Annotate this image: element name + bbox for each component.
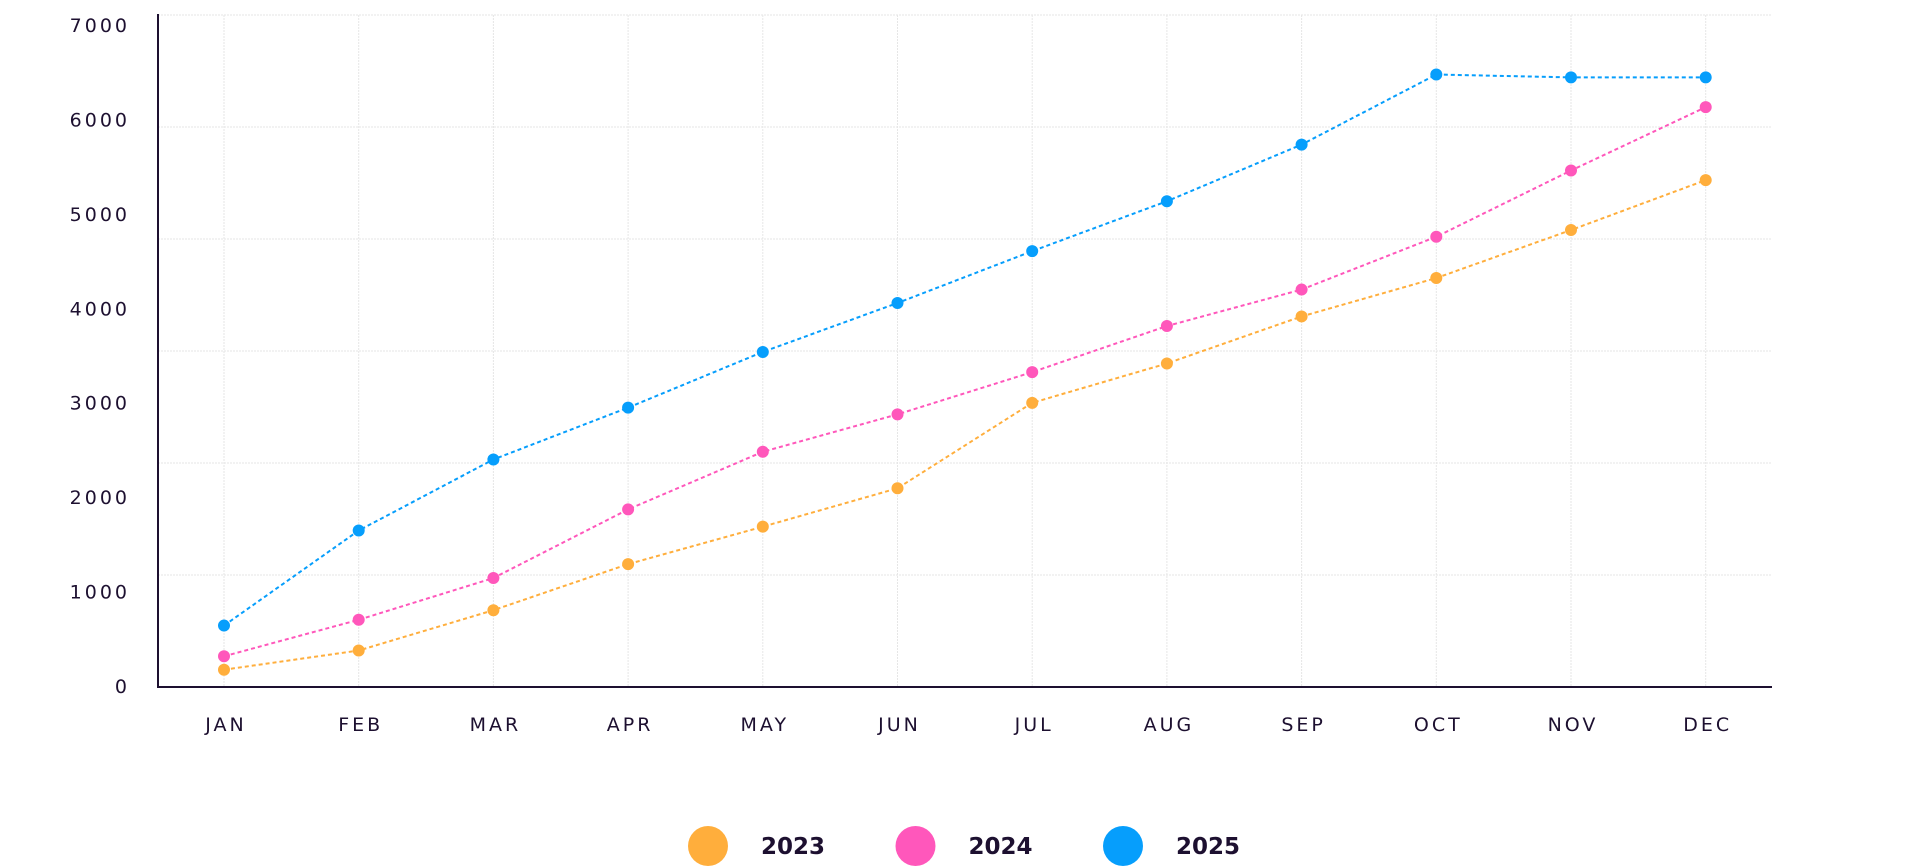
y-axis-ticks: 0 1000 2000 3000 4000 5000 6000 7000 <box>70 15 130 698</box>
data-point[interactable] <box>352 524 365 537</box>
x-tick-label: JAN <box>204 714 246 736</box>
x-tick-label: FEB <box>338 714 383 736</box>
series-line <box>223 106 1707 658</box>
y-tick-label: 6000 <box>70 109 130 131</box>
data-point[interactable] <box>1565 164 1577 177</box>
x-tick-label: SEP <box>1281 714 1326 736</box>
data-point[interactable] <box>891 482 904 495</box>
data-point[interactable] <box>1026 245 1039 258</box>
data-point[interactable] <box>1430 272 1443 285</box>
data-point[interactable] <box>1430 230 1443 243</box>
legend-swatch <box>895 826 936 866</box>
series-group <box>218 68 1712 676</box>
data-point[interactable] <box>1295 283 1308 296</box>
x-tick-label: MAR <box>470 714 522 736</box>
x-tick-label: NOV <box>1548 714 1599 736</box>
data-point[interactable] <box>487 453 500 466</box>
data-point[interactable] <box>622 401 635 414</box>
x-axis-ticks: JAN FEB MAR APR MAY JUN JUL AUG SEP OCT NOV DEC <box>204 714 1732 736</box>
data-point[interactable] <box>756 445 769 458</box>
y-tick-label: 0 <box>115 676 130 698</box>
series-2024 <box>218 101 1712 663</box>
x-tick-label: MAY <box>741 714 790 736</box>
x-tick-label: DEC <box>1683 714 1732 736</box>
series-2025 <box>218 68 1712 632</box>
data-point[interactable] <box>1160 320 1173 333</box>
data-point[interactable] <box>1160 195 1173 208</box>
data-point[interactable] <box>756 520 769 533</box>
legend-swatch <box>688 826 728 866</box>
y-tick-label: 1000 <box>70 582 130 604</box>
y-tick-label: 7000 <box>70 15 130 37</box>
data-point[interactable] <box>622 503 635 516</box>
legend-swatch <box>1103 826 1143 866</box>
legend-item[interactable]: 2024 <box>895 826 1033 866</box>
legend-label: 2024 <box>969 834 1033 860</box>
data-point[interactable] <box>352 644 365 657</box>
legend-item[interactable]: 2025 <box>1103 826 1240 866</box>
x-tick-label: JUL <box>1014 714 1054 736</box>
data-point[interactable] <box>1026 396 1039 409</box>
data-point[interactable] <box>1699 174 1712 187</box>
data-point[interactable] <box>218 650 230 663</box>
data-point[interactable] <box>1295 138 1308 151</box>
grid <box>158 14 1772 688</box>
data-point[interactable] <box>218 663 230 676</box>
series-line <box>223 73 1706 627</box>
data-point[interactable] <box>756 345 769 358</box>
y-tick-label: 2000 <box>70 487 130 509</box>
data-point[interactable] <box>1295 310 1308 323</box>
y-tick-label: 3000 <box>70 393 130 415</box>
data-point[interactable] <box>891 297 904 309</box>
data-point[interactable] <box>1699 71 1712 84</box>
data-point[interactable] <box>1026 366 1039 379</box>
data-point[interactable] <box>487 604 500 617</box>
data-point[interactable] <box>891 408 904 421</box>
data-point[interactable] <box>352 613 365 626</box>
y-tick-label: 4000 <box>70 298 130 320</box>
data-point[interactable] <box>218 619 230 632</box>
y-tick-label: 5000 <box>70 204 130 226</box>
x-tick-label: OCT <box>1414 714 1463 736</box>
series-line <box>223 179 1707 671</box>
data-point[interactable] <box>487 572 500 585</box>
legend-label: 2023 <box>761 834 825 860</box>
x-tick-label: APR <box>607 714 654 736</box>
legend: 2023 2024 2025 <box>688 826 1240 866</box>
data-point[interactable] <box>622 558 635 571</box>
x-tick-label: AUG <box>1144 714 1195 736</box>
x-tick-label: JUN <box>877 714 921 736</box>
data-point[interactable] <box>1160 357 1173 370</box>
legend-item[interactable]: 2023 <box>688 826 825 866</box>
series-2023 <box>218 174 1712 676</box>
data-point[interactable] <box>1565 71 1577 84</box>
legend-label: 2025 <box>1176 834 1240 860</box>
data-point[interactable] <box>1430 68 1443 81</box>
data-point[interactable] <box>1699 101 1712 114</box>
data-point[interactable] <box>1565 224 1577 237</box>
